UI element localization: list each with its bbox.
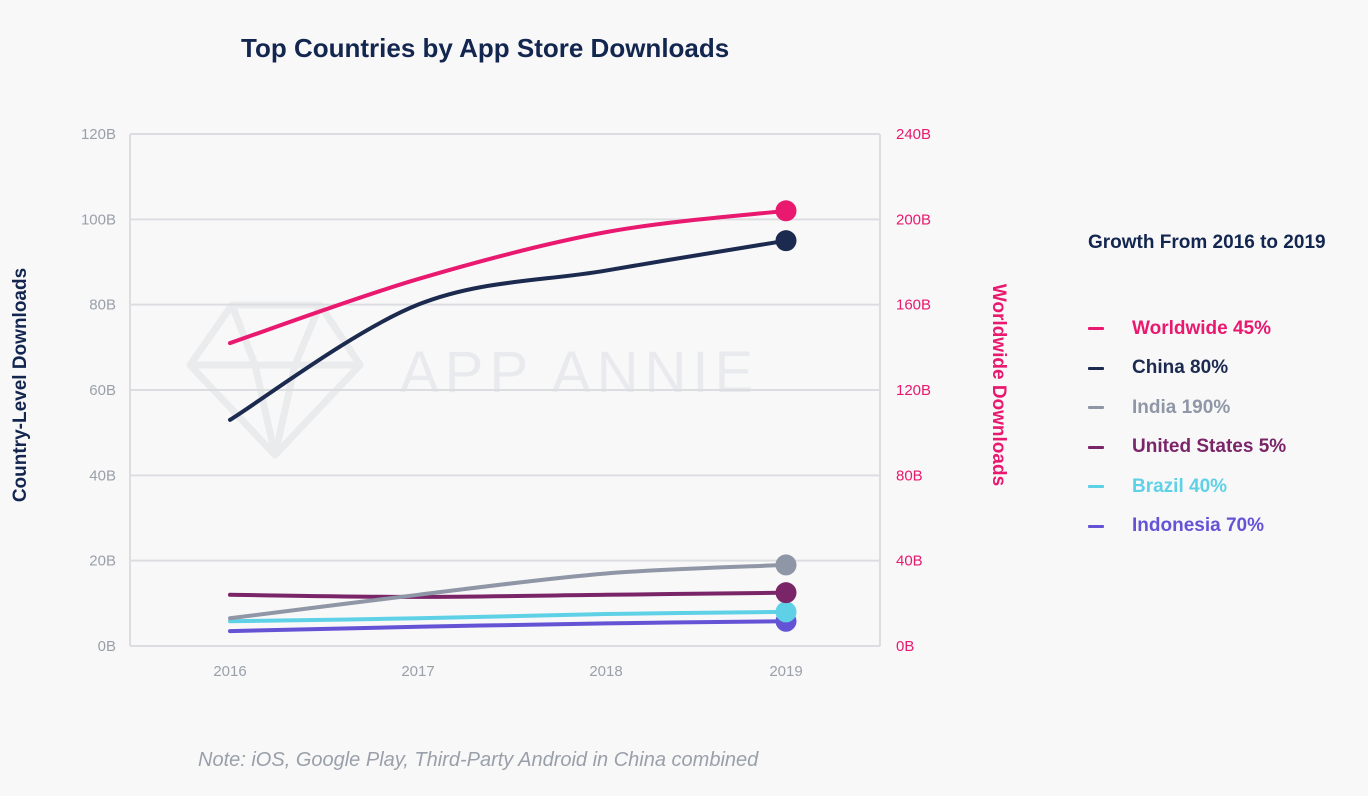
left-tick-label: 80B — [89, 297, 116, 314]
x-tick-label: 2016 — [213, 663, 246, 680]
series-line-india — [228, 562, 788, 621]
legend-label: China 80% — [1132, 357, 1229, 379]
legend-dash-icon — [1088, 524, 1104, 528]
left-tick-label: 0B — [98, 638, 116, 655]
legend-dash-icon — [1088, 406, 1104, 410]
legend-items: Worldwide 45% China 80% India 190% United S… — [1088, 309, 1363, 546]
series-line-brazil — [228, 609, 788, 624]
legend-label: India 190% — [1132, 396, 1231, 418]
legend-dash-icon — [1088, 485, 1104, 489]
series-endpoint-worldwide — [775, 200, 797, 222]
legend-label: Brazil 40% — [1132, 475, 1228, 497]
watermark-text: APP ANNIE — [400, 340, 759, 405]
footnote: Note: iOS, Google Play, Third-Party Andr… — [198, 749, 759, 771]
x-tick-label: 2017 — [401, 663, 434, 680]
left-tick-label: 40B — [89, 467, 116, 484]
series-endpoint-china — [775, 230, 797, 252]
right-tick-label: 40B — [896, 553, 923, 570]
legend-item-worldwide: Worldwide 45% — [1088, 309, 1363, 349]
legend-dash-icon — [1088, 366, 1104, 370]
x-tick-label: 2019 — [769, 663, 802, 680]
x-tick-label: 2018 — [589, 663, 622, 680]
series-line-indonesia — [228, 619, 788, 634]
watermark-logo: APP ANNIE — [186, 301, 759, 459]
right-tick-label: 200B — [896, 211, 931, 228]
series-endpoint-brazil — [775, 601, 797, 623]
left-tick-label: 120B — [81, 126, 116, 143]
legend: Growth From 2016 to 2019 Worldwide 45% Ch… — [1088, 232, 1363, 546]
legend-item-china: China 80% — [1088, 349, 1363, 389]
right-tick-label: 0B — [896, 638, 914, 655]
legend-label: United States 5% — [1132, 436, 1287, 458]
left-tick-label: 60B — [89, 382, 116, 399]
right-tick-label: 240B — [896, 126, 931, 143]
legend-item-brazil: Brazil 40% — [1088, 467, 1363, 507]
legend-item-india: India 190% — [1088, 388, 1363, 428]
series-line-china — [228, 238, 788, 422]
right-tick-label: 160B — [896, 297, 931, 314]
right-tick-label: 80B — [896, 467, 923, 484]
legend-dash-icon — [1088, 445, 1104, 449]
series-line-united-states — [228, 590, 788, 599]
legend-item-united-states: United States 5% — [1088, 428, 1363, 468]
right-tick-label: 120B — [896, 382, 931, 399]
series-endpoint-india — [775, 554, 797, 576]
watermark-diamond-icon — [186, 301, 364, 459]
legend-title: Growth From 2016 to 2019 — [1088, 232, 1326, 253]
legend-item-indonesia: Indonesia 70% — [1088, 507, 1363, 547]
series-line-worldwide — [228, 208, 788, 346]
left-tick-label: 20B — [89, 553, 116, 570]
left-tick-label: 100B — [81, 211, 116, 228]
series-endpoint-united-states — [775, 582, 797, 604]
legend-label: Indonesia 70% — [1132, 515, 1264, 537]
legend-label: Worldwide 45% — [1132, 317, 1272, 339]
legend-dash-icon — [1088, 327, 1104, 331]
chart-title: Top Countries by App Store Downloads — [241, 33, 730, 63]
